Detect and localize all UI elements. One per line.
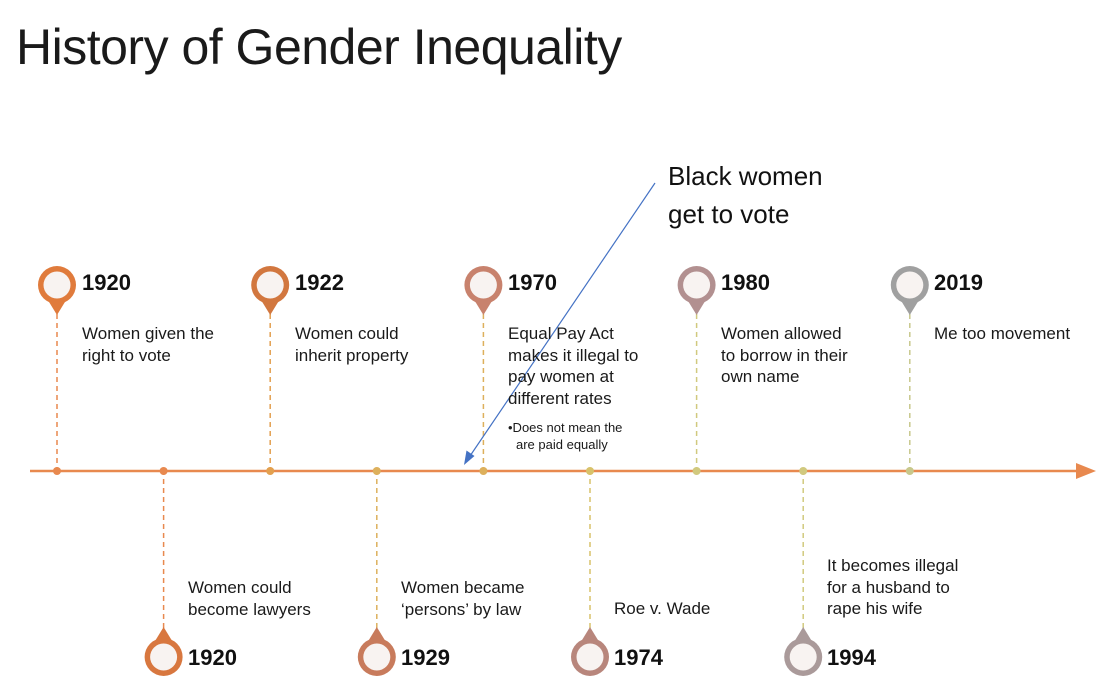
timeline-dot: [905, 467, 914, 475]
timeline-pins: [38, 266, 929, 676]
year-label-below-1994: 1994: [827, 645, 876, 670]
pin-center: [469, 271, 497, 299]
pin-center: [363, 643, 391, 671]
description-line: pay women at: [508, 367, 614, 386]
description-line: Me too movement: [934, 324, 1071, 343]
description-line: for a husband to: [827, 577, 950, 597]
map-pin-icon: [38, 266, 76, 315]
map-pin-icon: [357, 627, 396, 676]
note-line: are paid equally: [516, 437, 608, 452]
event-description-above-1922: Women could inherit property: [295, 323, 408, 366]
pin-center: [789, 643, 817, 671]
description-line: inherit property: [295, 345, 409, 365]
year-label-above-1970: 1970: [508, 270, 557, 295]
description-line: Equal Pay Act: [508, 324, 614, 343]
callout-arrow: [464, 182, 656, 465]
callout-text: Black women get to vote: [668, 157, 823, 233]
timeline-arrowhead: [1076, 463, 1096, 479]
map-pin-icon: [251, 266, 290, 315]
pin-center: [683, 271, 711, 299]
callout-line: Black women: [668, 161, 823, 191]
description-line: become lawyers: [188, 599, 311, 619]
description-line: It becomes illegal: [827, 556, 959, 575]
description-line: right to vote: [82, 345, 171, 365]
event-description-below-1929: Women became ‘persons’ by law: [401, 577, 524, 620]
timeline-dot: [692, 467, 701, 475]
timeline-dots: [53, 467, 914, 475]
page-title: History of Gender Inequality: [16, 19, 622, 75]
map-pin-icon: [571, 627, 609, 676]
pin-center: [43, 271, 71, 299]
description-line: different rates: [508, 388, 612, 408]
event-description-below-1974: Roe v. Wade: [614, 598, 710, 620]
pin-center: [256, 271, 284, 299]
description-line: Roe v. Wade: [614, 599, 711, 618]
timeline-dot: [53, 467, 61, 475]
description-line: Women could: [188, 578, 292, 597]
timeline-dot: [586, 467, 594, 475]
year-label-below-1920: 1920: [188, 645, 237, 670]
description-line: Women allowed: [721, 324, 842, 343]
timeline-dot: [479, 467, 488, 475]
event-description-above-1980: Women allowed to borrow in their own nam…: [721, 323, 848, 388]
timeline-stems: [56, 314, 911, 628]
map-pin-icon: [464, 266, 503, 315]
description-line: rape his wife: [827, 599, 923, 618]
event-description-below-1920: Women could become lawyers: [188, 577, 311, 620]
description-line: Women could: [295, 324, 399, 343]
map-pin-icon: [677, 266, 716, 315]
year-label-below-1929: 1929: [401, 645, 450, 670]
callout-arrow-line: [469, 182, 656, 457]
description-line: own name: [721, 367, 800, 386]
pin-center: [896, 271, 924, 299]
note-line: •Does not mean the: [508, 420, 623, 435]
description-line: to borrow in their: [721, 345, 848, 365]
year-label-above-1922: 1922: [295, 270, 344, 295]
timeline-dot: [799, 467, 808, 475]
description-line: Women became: [401, 578, 525, 597]
callout-arrow-head: [464, 450, 475, 465]
year-label-above-2019: 2019: [934, 270, 983, 295]
event-description-above-2019: Me too movement: [934, 323, 1070, 345]
description-line: makes it illegal to: [508, 345, 639, 365]
description-line: Women given the: [82, 324, 214, 343]
timeline-dot: [159, 467, 168, 475]
year-label-above-1920: 1920: [82, 270, 131, 295]
timeline-dot: [266, 467, 275, 475]
description-line: ‘persons’ by law: [401, 599, 522, 619]
event-description-above-1970: Equal Pay Act makes it illegal to pay wo…: [508, 323, 638, 409]
pin-center: [576, 643, 604, 671]
callout-line: get to vote: [668, 199, 790, 229]
timeline-dot: [372, 467, 381, 475]
year-label-above-1980: 1980: [721, 270, 770, 295]
map-pin-icon: [890, 266, 929, 315]
year-label-below-1974: 1974: [614, 645, 663, 670]
pin-center: [150, 643, 178, 671]
map-pin-icon: [784, 627, 823, 676]
event-description-below-1994: It becomes illegal for a husband to rape…: [827, 555, 958, 620]
event-description-above-1920: Women given the right to vote: [82, 323, 214, 366]
event-note-1970: •Does not mean the are paid equally: [508, 419, 622, 453]
map-pin-icon: [144, 627, 183, 676]
